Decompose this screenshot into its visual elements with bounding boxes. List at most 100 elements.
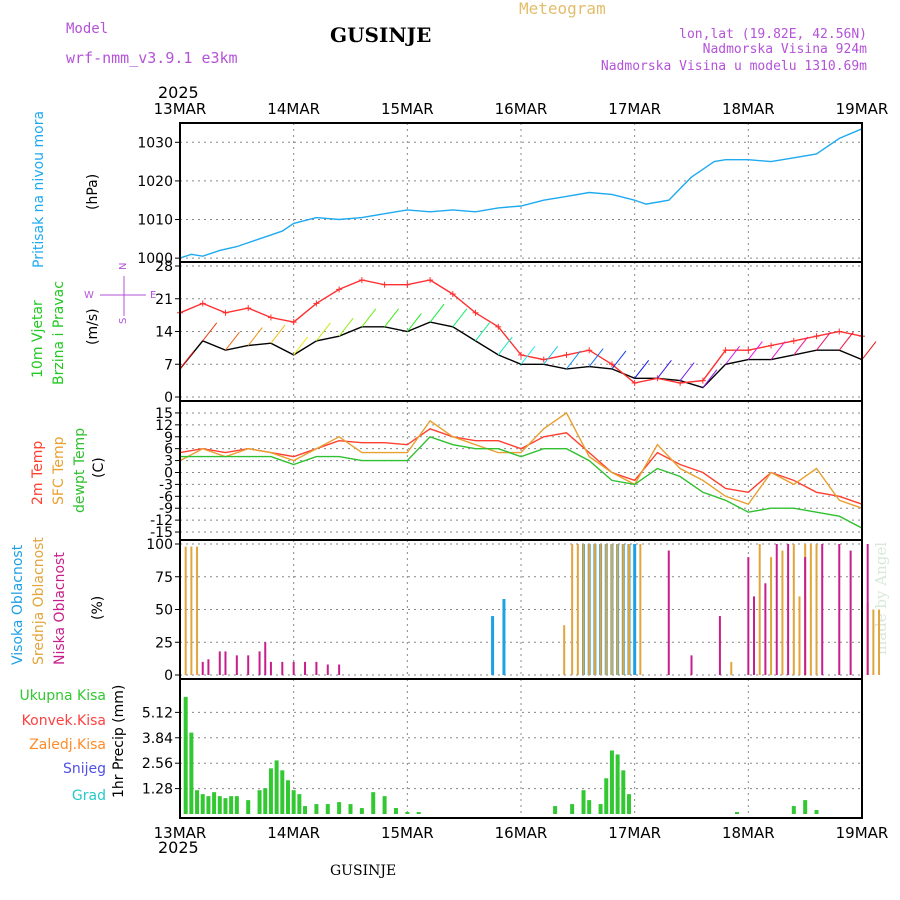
bar-ukupna-kisa — [734, 812, 739, 814]
bar-srednja-oblacnost — [622, 544, 625, 675]
lonlat-label: lon,lat (19.82E, 42.56N) — [679, 27, 867, 42]
model-elevation-label: Nadmorska Visina u modelu 1310.69m — [601, 59, 867, 74]
bar-ukupna-kisa — [200, 794, 205, 814]
bar-ukupna-kisa — [337, 802, 342, 814]
day-label-bottom: 15MAR — [381, 824, 434, 842]
y-tick-label: 7 — [164, 357, 173, 373]
bar-ukupna-kisa — [257, 790, 262, 814]
bar-srednja-oblacnost — [593, 544, 596, 675]
wind-direction-legend: N W E S — [84, 263, 156, 324]
bar-ukupna-kisa — [325, 804, 330, 814]
wind-barb — [179, 350, 195, 370]
y-tick-label: 3 — [164, 454, 173, 470]
wind-dir-s: S — [118, 318, 129, 324]
y-tick-label: -3 — [159, 477, 173, 493]
series-mslp — [179, 128, 863, 259]
bar-niska-oblacnost — [838, 544, 841, 675]
bar-ukupna-kisa — [609, 750, 614, 814]
bar-niska-oblacnost — [804, 557, 807, 675]
bar-ukupna-kisa — [359, 808, 364, 814]
bar-srednja-oblacnost — [878, 609, 881, 675]
wind-dir-n: N — [118, 263, 129, 270]
bar-ukupna-kisa — [791, 806, 796, 814]
bar-srednja-oblacnost — [605, 544, 608, 675]
bar-niska-oblacnost — [667, 550, 670, 675]
wind-barb — [247, 327, 263, 346]
cloud-label-mid: Srednja Oblacnost — [31, 537, 47, 665]
precip-label-frz: Zaledj.Kisa — [29, 737, 106, 753]
wind-barb — [838, 331, 854, 351]
day-label-bottom: 17MAR — [608, 824, 661, 842]
y-tick-label: 21 — [155, 292, 173, 308]
wind-barb — [202, 322, 218, 342]
wind-barb — [747, 341, 763, 360]
bar-ukupna-kisa — [183, 696, 188, 814]
bar-srednja-oblacnost — [627, 544, 630, 675]
y-tick-label: 5.12 — [142, 705, 173, 721]
cloud-label-high: Visoka Oblacnost — [10, 544, 26, 665]
bar-ukupna-kisa — [604, 778, 609, 814]
wind-barb — [361, 308, 377, 328]
pressure-unit: (hPa) — [85, 174, 101, 210]
y-tick-label: 1010 — [137, 213, 173, 229]
year-top: 2025 — [158, 83, 199, 102]
bar-srednja-oblacnost — [815, 544, 818, 675]
bar-srednja-oblacnost — [798, 596, 801, 675]
day-label-bottom: 18MAR — [722, 824, 775, 842]
wind-barb — [770, 341, 786, 360]
cloud-unit: (%) — [90, 596, 106, 620]
bar-srednja-oblacnost — [770, 557, 773, 675]
bar-niska-oblacnost — [292, 661, 295, 675]
bar-ukupna-kisa — [285, 780, 290, 814]
wind-barb — [452, 308, 468, 328]
y-tick-label: 2.56 — [142, 756, 173, 772]
temp-label-dew: dewpt Temp — [72, 428, 88, 513]
bar-ukupna-kisa — [382, 796, 387, 814]
bar-ukupna-kisa — [195, 790, 200, 814]
y-tick-label: 25 — [155, 635, 173, 651]
wind-unit: (m/s) — [85, 308, 101, 345]
wind-barb — [497, 336, 513, 356]
bar-niska-oblacnost — [338, 664, 341, 675]
series-sfc-temp — [179, 411, 863, 509]
wind-barb — [475, 322, 490, 342]
bar-niska-oblacnost — [764, 583, 767, 675]
bar-niska-oblacnost — [690, 655, 693, 675]
bar-ukupna-kisa — [234, 796, 239, 814]
plot-panels: 13MAR 13MAR 14MAR 14MAR 15MAR 15MAR 16MAR 16MAR… — [137, 100, 888, 842]
series-2m-temp — [179, 428, 863, 505]
bar-ukupna-kisa — [570, 804, 575, 814]
bar-srednja-oblacnost — [872, 609, 875, 675]
y-tick-label: 0 — [164, 390, 173, 406]
bar-ukupna-kisa — [393, 808, 398, 814]
panel-frame-temperature — [179, 400, 863, 541]
bar-visoka-oblacnost — [491, 616, 495, 675]
elevation-label: Nadmorska Visina 924m — [703, 42, 868, 57]
y-tick-label: 0 — [164, 465, 173, 481]
y-tick-label: 12 — [155, 418, 173, 434]
bar-niska-oblacnost — [849, 550, 852, 675]
wind-dir-w: W — [84, 290, 94, 301]
bar-ukupna-kisa — [263, 788, 268, 814]
year-bottom: 2025 — [158, 838, 199, 857]
bar-srednja-oblacnost — [196, 546, 199, 675]
y-tick-label: -15 — [150, 525, 173, 541]
bar-niska-oblacnost — [821, 544, 824, 675]
bar-niska-oblacnost — [224, 651, 227, 675]
wind-barb — [338, 317, 354, 337]
bar-niska-oblacnost — [304, 661, 307, 675]
bar-ukupna-kisa — [626, 794, 631, 814]
station-title: GUSINJE — [330, 23, 431, 47]
wind-barb — [702, 369, 718, 388]
y-tick-label: -9 — [159, 501, 173, 517]
bar-ukupna-kisa — [615, 754, 620, 814]
bar-niska-oblacnost — [718, 616, 721, 675]
bar-srednja-oblacnost — [781, 550, 784, 675]
bar-ukupna-kisa — [189, 732, 194, 814]
bar-niska-oblacnost — [207, 659, 210, 675]
bar-visoka-oblacnost — [502, 599, 506, 675]
day-label-top: 15MAR — [381, 100, 434, 118]
wind-barb — [611, 350, 627, 370]
bar-niska-oblacnost — [315, 661, 318, 675]
temp-unit: (C) — [91, 457, 107, 478]
